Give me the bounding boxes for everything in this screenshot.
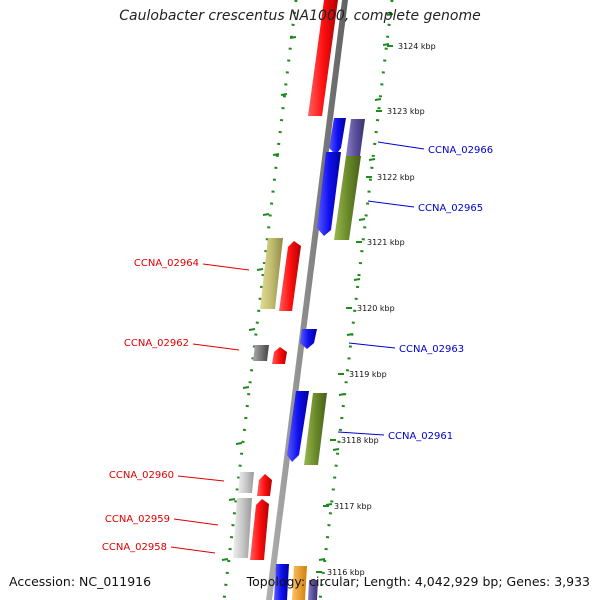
reverse-cds-arrow: [279, 241, 301, 311]
gene-callout-line: [367, 200, 415, 208]
tick-label: 3120 kbp: [357, 304, 395, 313]
tick-label: 3118 kbp: [341, 436, 379, 445]
cog-bar: [304, 393, 327, 465]
ring-dash: [382, 43, 390, 46]
cog-bar: [233, 498, 252, 558]
gene-label[interactable]: CCNA_02965: [418, 203, 483, 214]
ring-dash: [358, 218, 366, 221]
gene-callout-line: [202, 263, 250, 271]
ring-dash: [272, 153, 280, 156]
ring-dash: [386, 13, 394, 16]
gene-callout-line: [170, 546, 216, 554]
gene-callout-line: [377, 141, 425, 150]
cog-bar: [253, 345, 269, 361]
gene-label[interactable]: CCNA_02958: [102, 542, 167, 553]
ring-dash: [228, 498, 236, 501]
ring-dash: [248, 328, 256, 331]
gene-label[interactable]: CCNA_02963: [399, 344, 464, 355]
genome-summary: Topology: circular; Length: 4,042,929 bp…: [246, 574, 590, 589]
cog-bar: [260, 238, 283, 309]
genome-title: Caulobacter crescentus NA1000, complete …: [119, 8, 481, 24]
ring-dash: [235, 442, 243, 445]
ring-dash: [368, 158, 376, 161]
cog-bar: [346, 119, 365, 156]
gene-label[interactable]: CCNA_02962: [124, 338, 189, 349]
ring-dash: [325, 503, 333, 506]
tick-label: 3122 kbp: [377, 173, 415, 182]
gene-callout-line: [192, 343, 240, 351]
tick-label: 3119 kbp: [349, 370, 387, 379]
ring-dash: [242, 386, 250, 389]
ring-dash: [346, 333, 354, 336]
gene-callout-line: [337, 431, 385, 436]
gene-label[interactable]: CCNA_02959: [105, 514, 170, 525]
gene-callout-line: [177, 475, 225, 482]
dotted-ring-guides: [221, 0, 394, 600]
tick-label: 3123 kbp: [387, 107, 425, 116]
forward-cds-arrow: [329, 118, 346, 155]
reverse-cds-arrow: [308, 0, 338, 116]
ring-dash: [338, 393, 346, 396]
tick-label: 3117 kbp: [334, 502, 372, 511]
forward-cds-arrow: [287, 391, 309, 462]
ring-dash: [332, 448, 340, 451]
cog-bar: [292, 566, 307, 600]
gene-label[interactable]: CCNA_02960: [109, 470, 174, 481]
ring-dash: [280, 93, 288, 96]
tick-label: 3124 kbp: [398, 42, 436, 51]
cog-bar: [308, 580, 318, 600]
ring-dash: [353, 278, 361, 281]
gene-label[interactable]: CCNA_02964: [134, 258, 199, 269]
tick-label: 3121 kbp: [367, 238, 405, 247]
gene-label[interactable]: CCNA_02961: [388, 431, 453, 442]
genome-backbone: [266, 0, 348, 600]
accession-label: Accession: NC_011916: [9, 574, 152, 589]
cog-bar: [334, 156, 361, 240]
tick-label: 3116 kbp: [327, 568, 365, 577]
gene-label[interactable]: CCNA_02966: [428, 145, 493, 156]
ring-dash: [221, 558, 229, 561]
gene-callout-line: [173, 518, 219, 526]
ring-dash: [289, 36, 297, 39]
ring-dash: [374, 98, 382, 101]
cog-bar: [238, 472, 254, 493]
features: [233, 0, 365, 600]
gene-labels: CCNA_02966 CCNA_02965 CCNA_02964 CCNA_02963…: [102, 141, 493, 554]
position-ticks: 3124 kbp 3123 kbp 3122 kbp 3121 kbp 3120 kbp…: [316, 42, 436, 577]
forward-cds-arrow: [300, 329, 317, 349]
reverse-cds-arrow: [272, 347, 287, 364]
forward-cds-arrow: [317, 152, 341, 236]
ring-dash: [262, 213, 270, 216]
ring-dash: [318, 558, 326, 561]
reverse-cds-arrow: [250, 499, 269, 560]
gene-callout-line: [348, 342, 396, 349]
reverse-cds-arrow: [257, 474, 272, 496]
forward-cds-arrow: [274, 564, 289, 600]
ring-dash: [256, 268, 264, 271]
